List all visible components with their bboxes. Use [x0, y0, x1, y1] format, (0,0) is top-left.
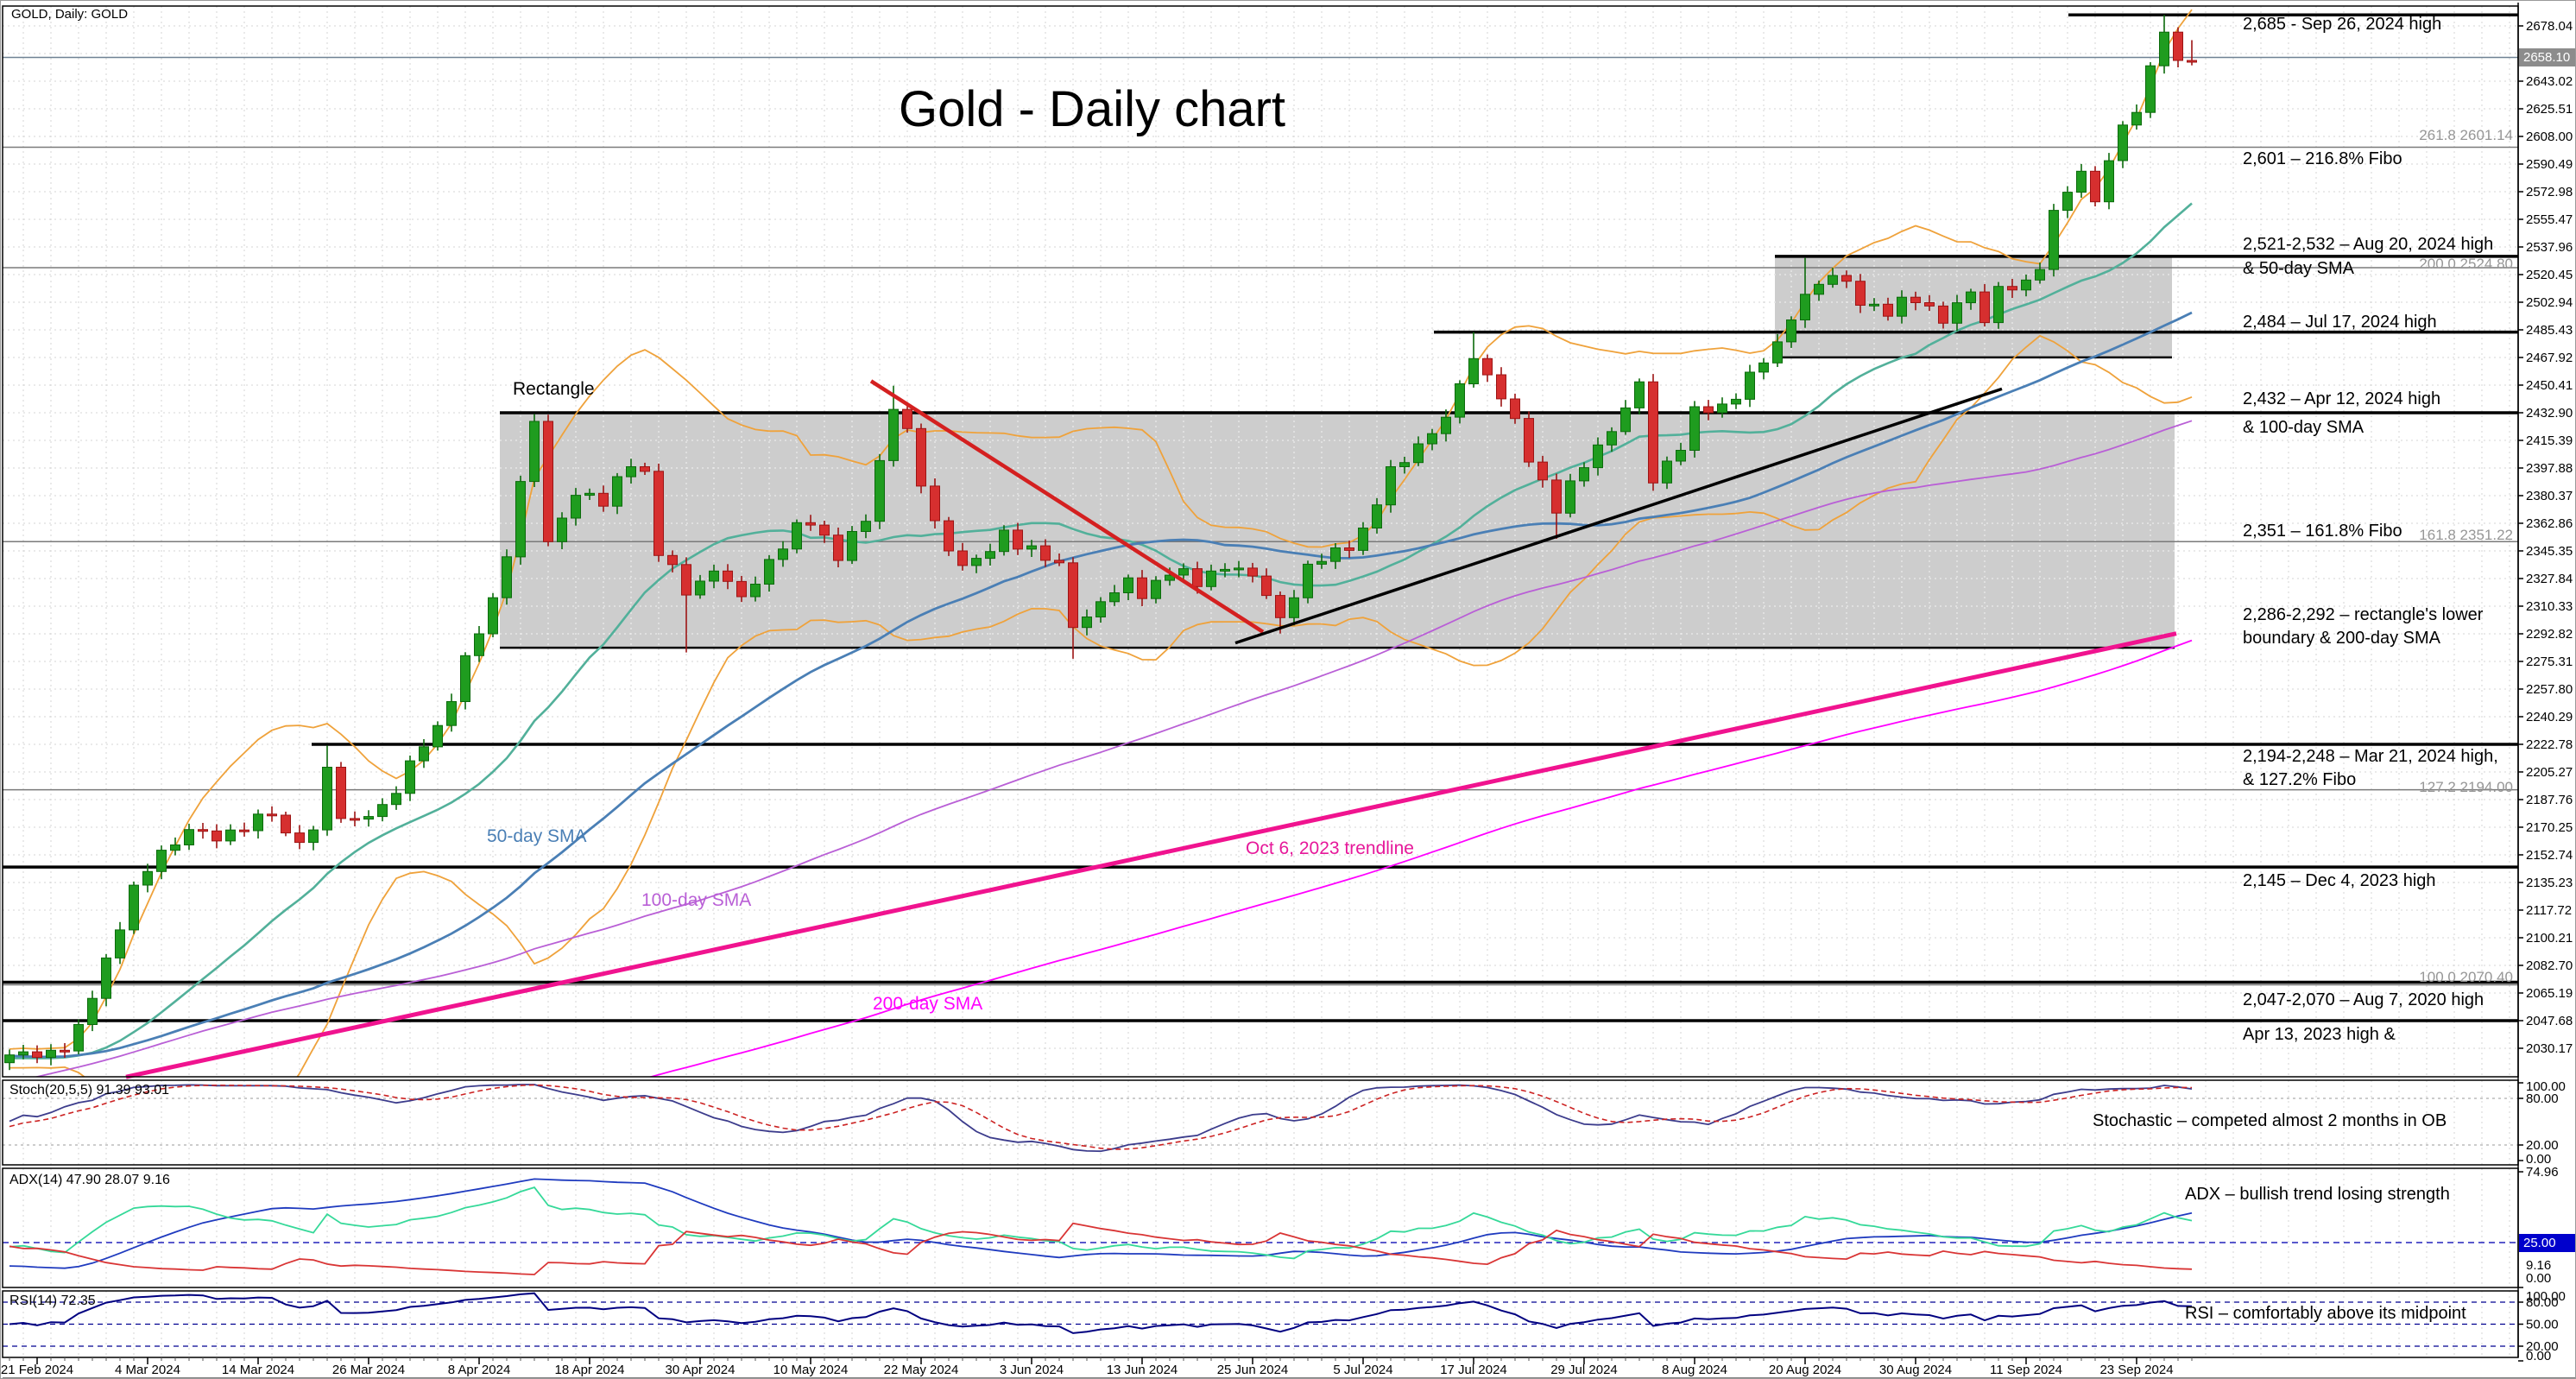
svg-text:20 Aug 2024: 20 Aug 2024 — [1769, 1363, 1841, 1377]
adx-level-marker: 25.00 — [2519, 1234, 2575, 1252]
svg-text:2310.33: 2310.33 — [2526, 599, 2573, 614]
rsi-plot — [3, 1292, 2518, 1347]
svg-text:2240.29: 2240.29 — [2526, 710, 2573, 724]
svg-text:2345.35: 2345.35 — [2526, 544, 2573, 559]
svg-text:2380.37: 2380.37 — [2526, 489, 2573, 503]
svg-text:22 May 2024: 22 May 2024 — [884, 1363, 959, 1377]
svg-text:100.00: 100.00 — [2526, 1079, 2566, 1094]
svg-text:26 Mar 2024: 26 Mar 2024 — [332, 1363, 405, 1377]
svg-text:30 Aug 2024: 30 Aug 2024 — [1879, 1363, 1952, 1377]
svg-text:25 Jun 2024: 25 Jun 2024 — [1217, 1363, 1289, 1377]
key-level-lines — [3, 13, 2518, 1022]
svg-text:2065.19: 2065.19 — [2526, 986, 2573, 1001]
price-axis[interactable]: 2678.04 2643.02 2625.51 2608.00 2590.49 2572.… — [2518, 19, 2573, 1056]
svg-text:2222.78: 2222.78 — [2526, 737, 2573, 752]
svg-text:74.96: 74.96 — [2526, 1165, 2559, 1180]
svg-text:2082.70: 2082.70 — [2526, 958, 2573, 973]
svg-text:2625.51: 2625.51 — [2526, 102, 2573, 117]
svg-text:2678.04: 2678.04 — [2526, 19, 2573, 34]
panel-borders — [2, 3, 2575, 1378]
svg-text:2555.47: 2555.47 — [2526, 212, 2573, 227]
svg-text:2205.27: 2205.27 — [2526, 765, 2573, 780]
svg-text:2450.41: 2450.41 — [2526, 378, 2573, 393]
svg-text:2327.84: 2327.84 — [2526, 572, 2573, 586]
svg-text:23 Sep 2024: 23 Sep 2024 — [2099, 1363, 2173, 1377]
svg-text:20.00: 20.00 — [2526, 1339, 2559, 1354]
current-price-marker: 2658.10 — [2519, 48, 2575, 66]
svg-text:2608.00: 2608.00 — [2526, 130, 2573, 144]
svg-text:0.00: 0.00 — [2526, 1349, 2551, 1363]
svg-text:2117.72: 2117.72 — [2526, 903, 2572, 918]
svg-text:2187.76: 2187.76 — [2526, 793, 2573, 807]
svg-text:2432.90: 2432.90 — [2526, 406, 2573, 421]
indicator-axes[interactable]: 100.0080.0020.000.0074.969.160.00100.008… — [2518, 1079, 2566, 1363]
grid — [3, 6, 2518, 1357]
svg-text:10 May 2024: 10 May 2024 — [773, 1363, 849, 1377]
svg-text:2100.21: 2100.21 — [2526, 931, 2573, 946]
svg-text:17 Jul 2024: 17 Jul 2024 — [1440, 1363, 1507, 1377]
svg-text:21 Feb 2024: 21 Feb 2024 — [1, 1363, 73, 1377]
svg-text:2257.80: 2257.80 — [2526, 682, 2573, 697]
trendlines[interactable] — [125, 379, 2177, 1079]
adx-plot — [3, 1178, 2518, 1275]
svg-text:2537.96: 2537.96 — [2526, 240, 2573, 255]
svg-text:2275.31: 2275.31 — [2526, 655, 2573, 669]
candles — [4, 15, 2197, 1071]
svg-text:11 Sep 2024: 11 Sep 2024 — [1990, 1363, 2062, 1377]
svg-text:14 Mar 2024: 14 Mar 2024 — [222, 1363, 294, 1377]
svg-text:80.00: 80.00 — [2526, 1295, 2559, 1310]
svg-text:2362.86: 2362.86 — [2526, 516, 2573, 531]
svg-text:2170.25: 2170.25 — [2526, 820, 2573, 835]
sma-lines — [9, 311, 2193, 1077]
svg-text:2397.88: 2397.88 — [2526, 461, 2573, 476]
svg-text:2572.98: 2572.98 — [2526, 185, 2573, 199]
svg-text:2292.82: 2292.82 — [2526, 627, 2573, 642]
svg-text:2643.02: 2643.02 — [2526, 74, 2573, 89]
time-axis[interactable]: 21 Feb 2024 4 Mar 2024 14 Mar 2024 26 Mar 2… — [1, 1357, 2193, 1377]
stochastic-plot — [3, 1084, 2518, 1153]
svg-text:8 Aug 2024: 8 Aug 2024 — [1662, 1363, 1727, 1377]
svg-text:2502.94: 2502.94 — [2526, 295, 2573, 310]
svg-text:13 Jun 2024: 13 Jun 2024 — [1107, 1363, 1178, 1377]
svg-text:0.00: 0.00 — [2526, 1271, 2551, 1286]
svg-text:2520.45: 2520.45 — [2526, 268, 2573, 282]
svg-text:2467.92: 2467.92 — [2526, 351, 2573, 365]
svg-text:2152.74: 2152.74 — [2526, 848, 2573, 863]
svg-text:2135.23: 2135.23 — [2526, 876, 2573, 890]
svg-text:29 Jul 2024: 29 Jul 2024 — [1550, 1363, 1618, 1377]
svg-text:100.00: 100.00 — [2526, 1289, 2566, 1304]
svg-text:9.16: 9.16 — [2526, 1258, 2551, 1273]
svg-text:5 Jul 2024: 5 Jul 2024 — [1333, 1363, 1392, 1377]
svg-text:2485.43: 2485.43 — [2526, 323, 2573, 338]
svg-text:0.00: 0.00 — [2526, 1152, 2551, 1167]
svg-text:30 Apr 2024: 30 Apr 2024 — [666, 1363, 736, 1377]
svg-text:80.00: 80.00 — [2526, 1091, 2559, 1106]
svg-text:18 Apr 2024: 18 Apr 2024 — [555, 1363, 625, 1377]
svg-text:20.00: 20.00 — [2526, 1138, 2559, 1153]
svg-text:2415.39: 2415.39 — [2526, 433, 2573, 448]
svg-text:4 Mar 2024: 4 Mar 2024 — [115, 1363, 180, 1377]
svg-text:2030.17: 2030.17 — [2526, 1041, 2573, 1056]
svg-text:2590.49: 2590.49 — [2526, 157, 2573, 172]
svg-text:2047.68: 2047.68 — [2526, 1014, 2573, 1028]
fibo-lines — [3, 146, 2518, 986]
svg-text:3 Jun 2024: 3 Jun 2024 — [1000, 1363, 1064, 1377]
bollinger-bands — [9, 9, 2193, 1077]
svg-text:8 Apr 2024: 8 Apr 2024 — [448, 1363, 511, 1377]
svg-text:50.00: 50.00 — [2526, 1318, 2559, 1332]
